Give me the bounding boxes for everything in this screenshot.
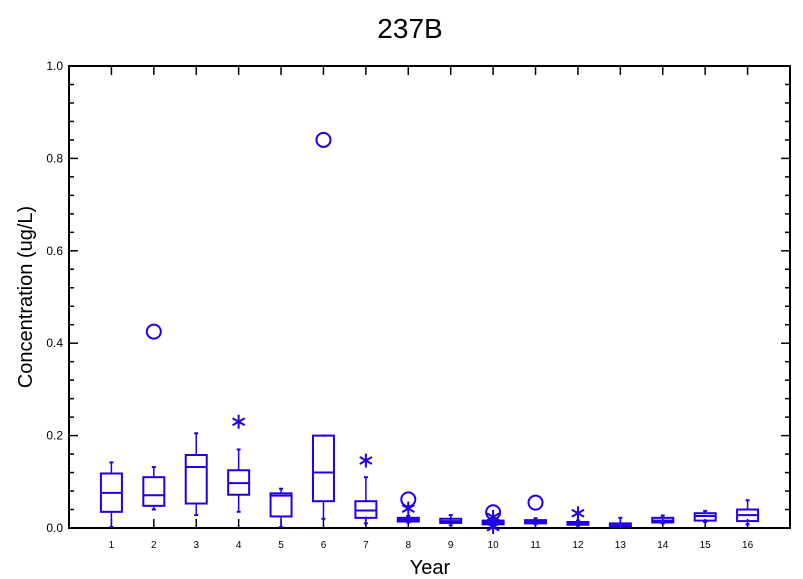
x-tick-label: 3 [193, 540, 199, 551]
marks-layer [99, 131, 760, 535]
x-tick-label: 14 [657, 540, 669, 551]
x-axis-label: Year [410, 557, 451, 579]
x-tick-label: 15 [700, 540, 712, 551]
y-tick-label: 0.2 [46, 429, 63, 443]
x-tick-label: 12 [572, 540, 584, 551]
star-stroke [401, 504, 415, 513]
box-group-year-6 [311, 131, 335, 520]
y-tick-label: 0.0 [46, 521, 63, 535]
box-group-year-11 [524, 494, 548, 526]
near-outlier-marker [571, 506, 585, 521]
box-group-year-10 [481, 504, 505, 535]
iqr-box [184, 454, 208, 505]
box-group-year-12 [566, 506, 590, 527]
axes-layer: 0.00.20.40.60.81.01 2 3 4 5 6 7 8 9 10 11 12 13 14 15 1… [46, 59, 790, 551]
x-tick-label: 9 [448, 540, 454, 551]
star-stroke [232, 417, 246, 427]
y-axis-label: Concentration (ug/L) [15, 206, 37, 388]
iqr-box [142, 476, 166, 507]
box-group-year-1 [99, 461, 123, 529]
near-outlier-marker [486, 520, 500, 535]
x-tick-label: 1 [109, 540, 115, 551]
star-stroke [486, 512, 500, 522]
near-outlier-marker [359, 453, 373, 468]
box-group-year-8 [396, 491, 420, 524]
box-group-year-3 [184, 432, 208, 517]
x-tick-label: 4 [236, 540, 242, 551]
star-stroke [486, 522, 500, 532]
box-group-year-14 [651, 514, 675, 525]
star-stroke [359, 456, 373, 465]
y-tick-label: 0.6 [46, 244, 63, 258]
chart-title: 237B [377, 13, 442, 44]
x-tick-label: 10 [488, 540, 500, 551]
near-outlier-marker [232, 414, 246, 429]
y-tick-label: 1.0 [46, 59, 63, 73]
y-tick-label: 0.4 [46, 336, 63, 350]
box-group-year-5 [269, 487, 293, 529]
box-group-year-7 [354, 453, 378, 525]
x-tick-label: 2 [151, 540, 157, 551]
far-outlier-marker [315, 131, 332, 148]
far-outlier-marker [527, 494, 544, 511]
box-group-year-13 [608, 516, 632, 529]
iqr-box [269, 492, 293, 518]
star-stroke [571, 508, 585, 518]
box-group-year-4 [227, 414, 251, 513]
x-tick-label: 13 [615, 540, 627, 551]
x-tick-label: 6 [321, 540, 327, 551]
box-group-year-15 [693, 509, 717, 523]
x-tick-label: 16 [742, 540, 754, 551]
box-group-year-9 [439, 514, 463, 527]
plot-frame [68, 65, 791, 529]
far-outlier-marker [145, 323, 162, 340]
near-outlier-marker [401, 501, 415, 516]
x-tick-label: 7 [363, 540, 369, 551]
x-tick-label: 8 [406, 540, 412, 551]
x-tick-label: 11 [530, 540, 541, 551]
iqr-box [311, 434, 335, 503]
box-group-year-16 [736, 499, 760, 526]
box-group-year-2 [142, 323, 166, 511]
x-tick-label: 5 [278, 540, 284, 551]
y-tick-label: 0.8 [46, 151, 63, 165]
